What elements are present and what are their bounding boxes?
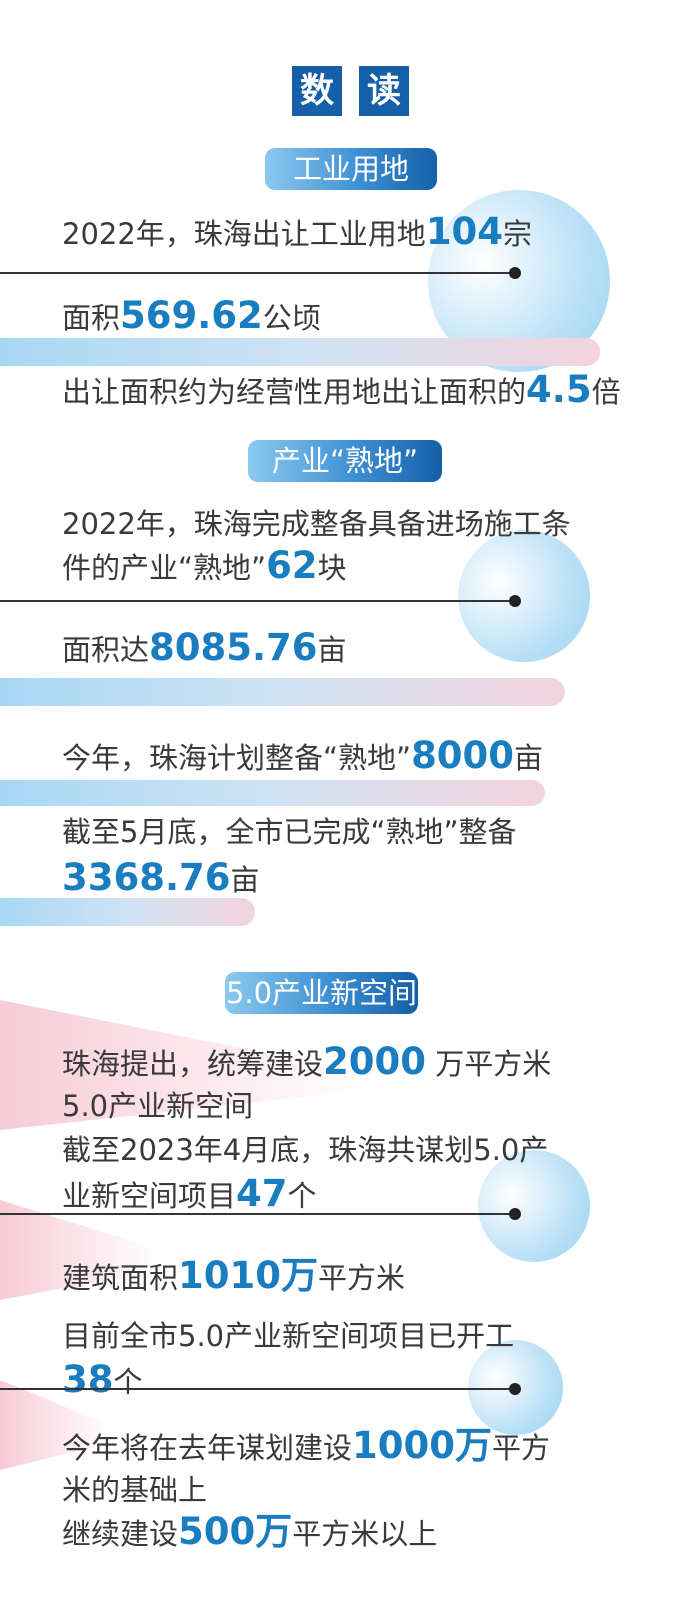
stat-line: 截至5月底，全市已完成“熟地”整备 <box>62 812 517 852</box>
stat-number: 47 <box>236 1172 288 1215</box>
stat-text: 截至2023年4月底，珠海共谋划5.0产 <box>62 1133 549 1167</box>
stat-text: 件的产业“熟地” <box>62 551 267 585</box>
stat-line: 米的基础上 <box>62 1470 207 1510</box>
stat-number: 569.62 <box>120 294 263 337</box>
dot-icon <box>509 1383 521 1395</box>
stat-text: 2022年，珠海出让工业用地 <box>62 217 426 251</box>
stat-line: 今年，珠海计划整备“熟地”8000亩 <box>62 736 543 778</box>
stat-text: 米的基础上 <box>62 1473 208 1507</box>
stat-number: 500万 <box>178 1510 293 1553</box>
stat-text: 出让面积约为经营性用地出让面积的 <box>62 375 527 409</box>
stat-text: 公顷 <box>262 301 321 335</box>
stat-number: 104 <box>425 210 504 253</box>
stat-text: 今年将在去年谋划建设 <box>62 1431 353 1465</box>
stat-text: 面积 <box>62 301 121 335</box>
stat-text: 平方 <box>492 1431 551 1465</box>
decor-circle <box>478 1150 590 1262</box>
stat-text: 倍 <box>591 375 621 409</box>
stat-line: 建筑面积1010万平方米 <box>62 1256 405 1298</box>
stat-line: 业新空间项目47个 <box>62 1174 317 1216</box>
stat-number: 8000 <box>411 734 515 777</box>
stat-line: 出让面积约为经营性用地出让面积的4.5倍 <box>62 370 621 412</box>
stat-line: 面积569.62公顷 <box>62 296 321 338</box>
stat-line: 继续建设500万平方米以上 <box>62 1512 437 1554</box>
stat-line: 5.0产业新空间 <box>62 1086 253 1126</box>
decor-bar <box>0 338 600 366</box>
stat-text: 继续建设 <box>62 1517 179 1551</box>
stat-number: 38 <box>62 1358 114 1401</box>
stat-text: 珠海提出，统筹建设 <box>62 1047 324 1081</box>
divider-line <box>0 1388 515 1390</box>
stat-line: 面积达8085.76亩 <box>62 628 347 670</box>
section-heading: 工业用地 <box>265 148 437 190</box>
stat-line: 38个 <box>62 1360 143 1402</box>
decor-bar <box>0 780 545 806</box>
stat-line: 珠海提出，统筹建设2000 万平方米 <box>62 1042 551 1084</box>
stat-line: 目前全市5.0产业新空间项目已开工 <box>62 1316 514 1356</box>
stat-line: 截至2023年4月底，珠海共谋划5.0产 <box>62 1130 548 1170</box>
stat-text: 目前全市5.0产业新空间项目已开工 <box>62 1319 515 1353</box>
title-char: 数 <box>292 66 342 116</box>
stat-number: 8085.76 <box>149 626 318 669</box>
stat-text: 今年，珠海计划整备“熟地” <box>62 741 412 775</box>
stat-text: 面积达 <box>62 633 150 667</box>
stat-text: 业新空间项目 <box>62 1179 237 1213</box>
decor-bar <box>0 898 255 926</box>
stat-text: 亩 <box>230 863 260 897</box>
stat-number: 1000万 <box>352 1424 492 1467</box>
stat-number: 4.5 <box>526 368 592 411</box>
stat-text: 5.0产业新空间 <box>62 1089 254 1123</box>
divider-line <box>0 600 515 602</box>
stat-text: 万平方米 <box>426 1047 552 1081</box>
decor-bar <box>0 678 565 706</box>
stat-line: 2022年，珠海完成整备具备进场施工条 <box>62 504 571 544</box>
stat-line: 2022年，珠海出让工业用地104宗 <box>62 212 532 254</box>
stat-line: 件的产业“熟地”62块 <box>62 546 347 588</box>
stat-text: 个 <box>287 1179 317 1213</box>
stat-number: 3368.76 <box>62 856 231 899</box>
stat-text: 宗 <box>503 217 533 251</box>
stat-number: 2000 <box>323 1040 426 1083</box>
stat-text: 平方米以上 <box>292 1517 438 1551</box>
stat-number: 62 <box>266 544 318 587</box>
stat-text: 块 <box>317 551 347 585</box>
stat-line: 今年将在去年谋划建设1000万平方 <box>62 1426 550 1468</box>
stat-text: 个 <box>113 1365 143 1399</box>
stat-line: 3368.76亩 <box>62 858 260 900</box>
dot-icon <box>509 1208 521 1220</box>
decor-circle <box>458 530 590 662</box>
stat-text: 平方米 <box>318 1261 406 1295</box>
stat-text: 2022年，珠海完成整备具备进场施工条 <box>62 507 571 541</box>
section-heading: 5.0产业新空间 <box>225 972 418 1014</box>
dot-icon <box>509 595 521 607</box>
section-heading: 产业“熟地” <box>248 440 442 482</box>
stat-text: 建筑面积 <box>62 1261 179 1295</box>
stat-text: 亩 <box>317 633 347 667</box>
stat-number: 1010万 <box>178 1254 318 1297</box>
dot-icon <box>509 267 521 279</box>
title-char: 读 <box>359 66 409 116</box>
divider-line <box>0 1213 515 1215</box>
stat-text: 亩 <box>514 741 544 775</box>
divider-line <box>0 272 515 274</box>
stat-text: 截至5月底，全市已完成“熟地”整备 <box>62 815 517 849</box>
